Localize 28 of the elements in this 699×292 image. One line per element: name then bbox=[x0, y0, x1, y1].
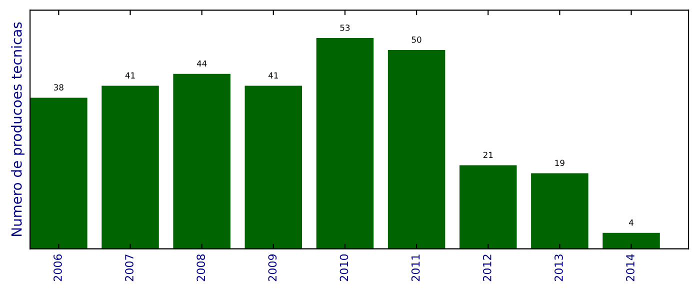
bar bbox=[244, 86, 302, 249]
x-tick-label: 2009 bbox=[268, 254, 277, 282]
data-label: 19 bbox=[555, 160, 564, 166]
y-axis-title: Numero de producoes tecnicas bbox=[11, 22, 24, 236]
bar bbox=[30, 98, 88, 249]
x-tick-label: 2006 bbox=[54, 254, 62, 282]
data-label: 50 bbox=[412, 36, 422, 43]
data-label: 41 bbox=[268, 72, 278, 78]
x-tick-label: 2012 bbox=[482, 254, 492, 282]
x-tick-label: 2007 bbox=[125, 254, 134, 282]
bar bbox=[459, 165, 517, 249]
bar bbox=[388, 50, 446, 249]
x-tick-label: 2010 bbox=[340, 254, 348, 282]
bar bbox=[531, 173, 588, 249]
x-tick-label: 2008 bbox=[196, 254, 206, 282]
data-label: 53 bbox=[340, 24, 350, 31]
x-tick-label: 2011 bbox=[411, 254, 420, 282]
data-label: 4 bbox=[629, 220, 634, 226]
bar bbox=[316, 38, 374, 249]
bar bbox=[173, 74, 230, 249]
data-label: 44 bbox=[196, 60, 207, 67]
x-tick-label: 2013 bbox=[554, 254, 563, 282]
data-label: 41 bbox=[125, 72, 135, 78]
bar bbox=[102, 86, 159, 249]
bar bbox=[602, 232, 660, 249]
data-label: 38 bbox=[54, 84, 64, 91]
x-tick-label: 2014 bbox=[626, 254, 634, 282]
data-label: 21 bbox=[483, 152, 493, 158]
